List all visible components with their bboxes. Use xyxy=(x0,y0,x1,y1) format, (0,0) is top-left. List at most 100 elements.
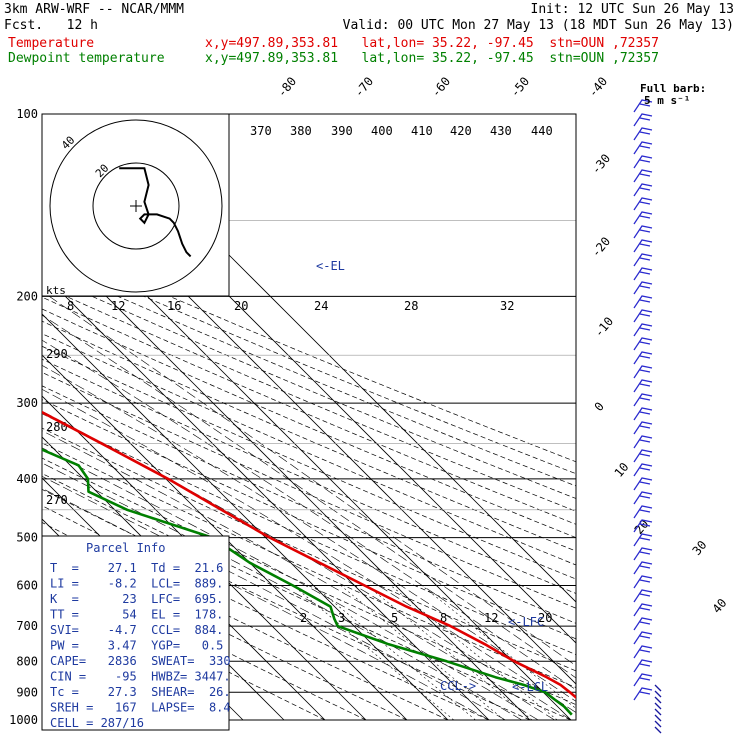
dry-adiabat-line xyxy=(42,488,531,721)
wind-barb xyxy=(654,684,662,692)
wind-barb xyxy=(633,253,653,267)
parcel-info-row: PW = 3.47 YGP= 0.5 xyxy=(50,639,223,653)
valid-time: Valid: 00 UTC Mon 27 May 13 (18 MDT Sun … xyxy=(342,18,734,33)
init-time: Init: 12 UTC Sun 26 May 13 xyxy=(530,2,735,17)
model-title: 3km ARW-WRF -- NCAR/MMM xyxy=(4,2,185,17)
wind-barb xyxy=(633,169,653,183)
parcel-info-box xyxy=(41,535,230,731)
hodograph-ring-20 xyxy=(92,162,180,250)
dry-adiabat-line xyxy=(42,557,367,721)
wind-barb xyxy=(633,141,653,155)
parcel-info-row: Tc = 27.3 SHEAR= 26. xyxy=(50,685,231,699)
theta-tick-label: 380 xyxy=(290,124,312,138)
wind-barb xyxy=(633,673,653,687)
parcel-info-row: CIN = -95 HWBZ= 3447. xyxy=(50,670,231,684)
theta-tick-label: 430 xyxy=(490,124,512,138)
wind-barb xyxy=(633,687,653,701)
theta-tick-label: 280 xyxy=(46,420,68,434)
isotherm-tick-label: -30 xyxy=(589,151,614,177)
pressure-tick-label: 1000 xyxy=(9,713,38,727)
wind-barb xyxy=(633,211,653,225)
wind-barb xyxy=(633,281,653,295)
isotherm-line xyxy=(42,313,449,721)
isotherm-tick-label: 0 xyxy=(592,399,607,414)
theta-tick-label: 290 xyxy=(46,347,68,361)
wind-barb xyxy=(633,225,653,239)
parcel-info-title: Parcel Info xyxy=(86,541,165,555)
wind-barb xyxy=(633,589,653,603)
moist-adiabat-line xyxy=(42,388,576,713)
dewpoint-location: x,y=497.89,353.81 lat,lon= 35.22, -97.45… xyxy=(205,51,659,66)
lcl-marker: <-LCL xyxy=(512,680,548,694)
wind-barb xyxy=(654,696,662,704)
hodograph-trace xyxy=(119,167,192,258)
isotherm-tick-label: -80 xyxy=(275,74,300,100)
wind-barb xyxy=(633,575,653,589)
temperature-legend: Temperature xyxy=(8,36,95,51)
wind-barb xyxy=(633,197,653,211)
parcel-info-row: CAPE= 2836 SWEAT= 330 xyxy=(50,654,231,668)
dry-adiabat-line xyxy=(42,345,576,580)
theta-tick-label: 400 xyxy=(371,124,393,138)
wind-barb xyxy=(633,267,653,281)
moist-adiabat-tick-label: 32 xyxy=(500,299,514,313)
dry-adiabat-line xyxy=(42,399,576,640)
isotherm-tick-label: -40 xyxy=(586,74,611,100)
mixing-ratio-line xyxy=(313,585,476,721)
moist-adiabat-tick-label: 24 xyxy=(314,299,328,313)
mixing-ratio-tick-label: 5 xyxy=(391,611,398,625)
pressure-tick-label: 800 xyxy=(16,654,38,668)
isotherm-tick-label: -50 xyxy=(508,74,533,100)
isotherm-line xyxy=(42,231,531,721)
wind-barb xyxy=(633,323,653,337)
theta-tick-label: 420 xyxy=(450,124,472,138)
parcel-info-row: SREH = 167 LAPSE= 8.4 xyxy=(50,701,231,715)
temperature-location: x,y=497.89,353.81 lat,lon= 35.22, -97.45… xyxy=(205,36,659,51)
moist-adiabat-tick-label: 12 xyxy=(111,299,125,313)
isotherm-tick-label: 40 xyxy=(710,596,730,616)
wind-barb xyxy=(633,617,653,631)
wind-barb xyxy=(633,491,653,505)
theta-tick-label: 440 xyxy=(531,124,553,138)
wind-barb xyxy=(633,533,653,547)
wind-barb xyxy=(633,477,653,491)
wind-barb xyxy=(633,659,653,673)
pressure-tick-label: 200 xyxy=(16,289,38,303)
wind-barb xyxy=(633,309,653,323)
isotherm-tick-label: -20 xyxy=(589,234,614,260)
theta-tick-label: 270 xyxy=(46,493,68,507)
wind-barb xyxy=(633,603,653,617)
moist-adiabat-line xyxy=(42,314,576,679)
parcel-info-row: CELL = 287/16 xyxy=(50,716,144,730)
wind-barb xyxy=(633,561,653,575)
wind-barb xyxy=(633,127,653,141)
wind-barb xyxy=(633,113,653,127)
mixing-ratio-line xyxy=(366,585,533,721)
hodograph-origin xyxy=(130,200,142,212)
wind-barb xyxy=(633,155,653,169)
wind-barb xyxy=(654,720,662,728)
wind-barb xyxy=(654,714,662,722)
ccl-marker: CCL-> xyxy=(440,679,476,693)
pressure-tick-label: 100 xyxy=(16,107,38,121)
wind-barb xyxy=(633,183,653,197)
temperature-profile-line xyxy=(42,410,576,700)
wind-barb xyxy=(633,295,653,309)
dry-adiabat-line xyxy=(42,413,576,656)
isotherm-line xyxy=(42,354,408,721)
dry-adiabat-line xyxy=(42,442,576,688)
mixing-ratio-line xyxy=(340,585,505,721)
mixing-ratio-line xyxy=(421,585,576,709)
parcel-info-row: SVI= -4.7 CCL= 884. xyxy=(50,623,223,637)
plot-frame xyxy=(41,113,577,721)
isotherm-tick-label: -70 xyxy=(352,74,377,100)
barb-legend-value: 5 m s⁻¹ xyxy=(644,94,690,107)
wind-barb xyxy=(633,379,653,393)
lfc-marker: <-LFC xyxy=(508,615,544,629)
wind-barb xyxy=(633,421,653,435)
wind-barb xyxy=(633,365,653,379)
isotherm-tick-label: -60 xyxy=(429,74,454,100)
moist-adiabat-tick-label: 16 xyxy=(167,299,181,313)
mixing-ratio-tick-label: 2 xyxy=(300,611,307,625)
